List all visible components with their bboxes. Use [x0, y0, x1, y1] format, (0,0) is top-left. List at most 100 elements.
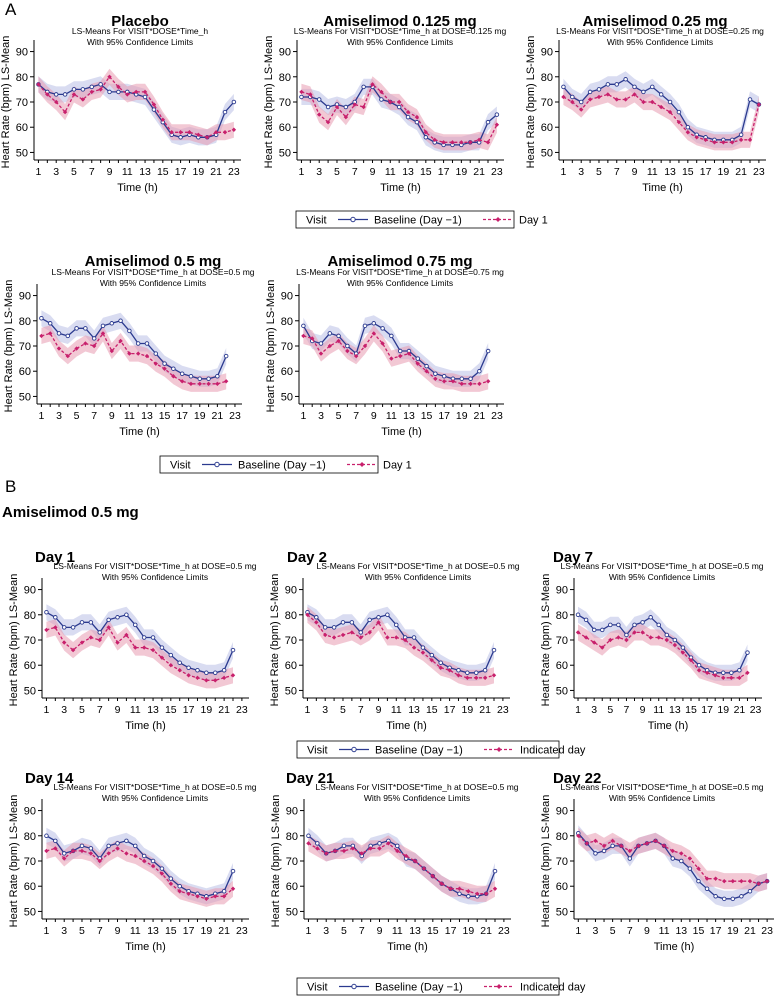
comparison-point [168, 881, 174, 886]
y-tick-label: 50 [279, 147, 291, 159]
baseline-point [485, 119, 491, 125]
x-tick-label: 21 [480, 925, 492, 937]
comparison-point [197, 381, 202, 387]
comparison-point [405, 109, 411, 115]
comparison-point [596, 94, 602, 100]
baseline-line [302, 322, 489, 380]
baseline-point [133, 843, 138, 849]
baseline-point [230, 647, 236, 653]
x-tick-label: 13 [409, 925, 421, 937]
confidence-band [46, 619, 234, 689]
legend-box [295, 210, 515, 229]
x-tick-label: 11 [653, 704, 664, 716]
x-tick-label: 7 [624, 704, 630, 716]
comparison-point [133, 89, 139, 95]
comparison-line [46, 626, 234, 681]
chart-subtitle: LS-Means For VISIT*DOSE*Time_h at DOSE=0… [296, 267, 504, 277]
baseline-point [331, 625, 337, 630]
x-tick-label: 17 [701, 704, 713, 716]
baseline-point [605, 82, 611, 87]
y-tick-label: 80 [16, 72, 28, 84]
baseline-point [91, 336, 97, 341]
x-tick-label: 7 [359, 925, 365, 937]
x-tick-label: 1 [299, 166, 305, 178]
comparison-point [457, 886, 462, 891]
x-tick-label: 7 [353, 410, 359, 422]
x-tick-label: 7 [627, 925, 633, 937]
chart-subtitle-ci: With 95% Confidence Limits [100, 278, 206, 288]
comparison-point [696, 668, 702, 673]
comparison-point [632, 92, 637, 97]
x-tick-label: 7 [89, 166, 95, 178]
baseline-point [429, 652, 435, 658]
baseline-point [44, 610, 49, 615]
comparison-point [576, 833, 581, 838]
comparison-point [230, 886, 236, 891]
comparison-point [150, 647, 156, 653]
baseline-point [614, 82, 619, 87]
comparison-point [737, 675, 742, 681]
comparison-point [159, 871, 165, 876]
comparison-point [362, 343, 368, 349]
comparison-point [324, 851, 329, 856]
x-tick-label: 1 [306, 925, 312, 937]
comparison-point [91, 343, 97, 349]
baseline-line [577, 614, 749, 674]
comparison-point [483, 891, 489, 896]
comparison-point [656, 635, 661, 640]
y-tick-label: 50 [24, 685, 36, 697]
x-tick-label: 21 [218, 925, 230, 937]
comparison-point [412, 858, 418, 864]
baseline-point [186, 665, 191, 670]
comparison-point [115, 640, 120, 645]
x-tick-label: 19 [456, 410, 468, 422]
x-axis-label: Time (h) [387, 941, 428, 953]
x-tick-label: 1 [300, 410, 306, 422]
x-tick-label: 17 [176, 410, 188, 422]
x-tick-label: 5 [79, 925, 85, 937]
comparison-point [747, 878, 753, 884]
comparison-point [411, 645, 417, 650]
x-tick-label: 9 [115, 704, 121, 716]
y-tick-label: 50 [556, 906, 568, 918]
baseline-point [583, 617, 589, 623]
comparison-point [679, 851, 684, 856]
chart-subtitle: LS-Means For VISIT*DOSE*Time_h at DOSE=0… [560, 561, 763, 571]
x-tick-label: 21 [744, 925, 756, 937]
comparison-point [420, 650, 426, 655]
y-tick-label: 60 [541, 122, 553, 134]
comparison-point [204, 896, 209, 902]
x-tick-label: 5 [610, 925, 616, 937]
baseline-point [215, 374, 220, 379]
comparison-point [739, 878, 744, 884]
comparison-point [332, 848, 338, 854]
x-tick-label: 3 [61, 704, 67, 716]
confidence-band [308, 835, 495, 902]
comparison-point [601, 843, 607, 849]
comparison-point [315, 846, 320, 851]
baseline-point [377, 841, 382, 846]
comparison-point [186, 673, 191, 678]
baseline-point [396, 104, 402, 110]
comparison-point [579, 107, 584, 112]
comparison-point [688, 657, 694, 663]
y-tick-label: 90 [286, 806, 298, 818]
comparison-point [477, 381, 482, 387]
comparison-point [345, 348, 350, 354]
comparison-point [222, 130, 228, 135]
comparison-point [205, 135, 210, 140]
chart-heading: Day 22 [553, 770, 601, 787]
y-axis-label: Heart Rate (bpm) LS-Mean [270, 795, 282, 928]
legend-panel-a-bottom: Visit Baseline (Day −1) Day 1 [159, 455, 412, 474]
baseline-point [415, 356, 421, 361]
x-tick-label: 15 [693, 925, 705, 937]
baseline-point [561, 84, 566, 90]
baseline-point [468, 376, 473, 382]
baseline-point [88, 846, 94, 851]
y-tick-label: 80 [556, 610, 568, 622]
baseline-point [336, 333, 341, 339]
comparison-point [308, 92, 313, 97]
comparison-point [39, 333, 44, 339]
x-tick-label: 3 [316, 166, 322, 178]
